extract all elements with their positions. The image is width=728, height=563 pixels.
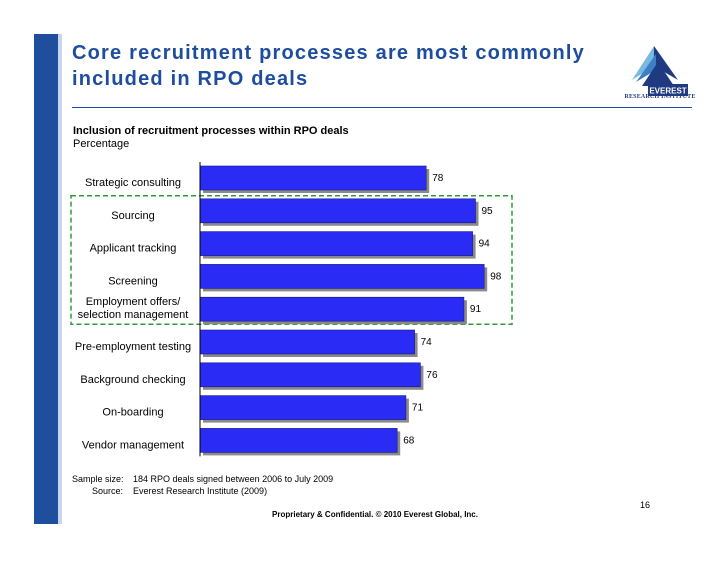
bar xyxy=(199,264,485,289)
category-label: Vendor management xyxy=(82,439,184,451)
category-label: Strategic consulting xyxy=(85,177,181,189)
bar xyxy=(199,428,398,453)
bar-value-label: 94 xyxy=(479,239,491,250)
bar xyxy=(199,362,421,388)
page-number: 16 xyxy=(640,500,651,510)
bar-value-label: 71 xyxy=(412,403,424,414)
side-accent-bar xyxy=(34,34,58,524)
bar xyxy=(199,296,465,322)
core-processes-highlight-box xyxy=(70,195,513,325)
bar-value-label: 91 xyxy=(470,304,482,315)
category-label: On-boarding xyxy=(102,407,163,419)
bar-value-label: 78 xyxy=(432,173,444,184)
category-label: Pre-employment testing xyxy=(75,341,191,353)
chart-subtitle: Percentage xyxy=(73,138,130,150)
bar-value-label: 68 xyxy=(403,435,415,446)
svg-text:EVEREST: EVEREST xyxy=(649,87,686,96)
everest-logo-icon: EVEREST xyxy=(632,46,688,96)
bar xyxy=(199,231,473,256)
category-label: Employment offers/selection management xyxy=(78,296,189,321)
side-accent-stripe xyxy=(58,34,62,524)
chart-title: Inclusion of recruitment processes withi… xyxy=(73,125,349,137)
sample-size-label: Sample size: xyxy=(72,474,124,484)
bar-value-label: 98 xyxy=(490,271,502,282)
logo-tagline: RESEARCH INSTITUTE xyxy=(624,94,696,100)
bar xyxy=(199,198,476,224)
source-label: Source: xyxy=(92,486,124,496)
bar xyxy=(199,395,407,420)
bar-value-label: 74 xyxy=(421,337,433,348)
category-label: Background checking xyxy=(80,374,185,386)
bar xyxy=(199,329,415,355)
category-label: Screening xyxy=(108,275,158,287)
footer-copyright: Proprietary & Confidential. © 2010 Evere… xyxy=(272,510,478,519)
bar xyxy=(199,165,427,191)
source-text: Everest Research Institute (2009) xyxy=(133,486,268,496)
category-label: Sourcing xyxy=(111,210,154,222)
sample-size-text: 184 RPO deals signed between 2006 to Jul… xyxy=(133,474,334,484)
title-rule xyxy=(72,107,692,108)
bar-value-label: 95 xyxy=(482,206,494,217)
slide-title: Core recruitment processes are most comm… xyxy=(72,42,585,90)
category-label: Applicant tracking xyxy=(90,243,177,255)
bar-value-label: 76 xyxy=(426,370,438,381)
